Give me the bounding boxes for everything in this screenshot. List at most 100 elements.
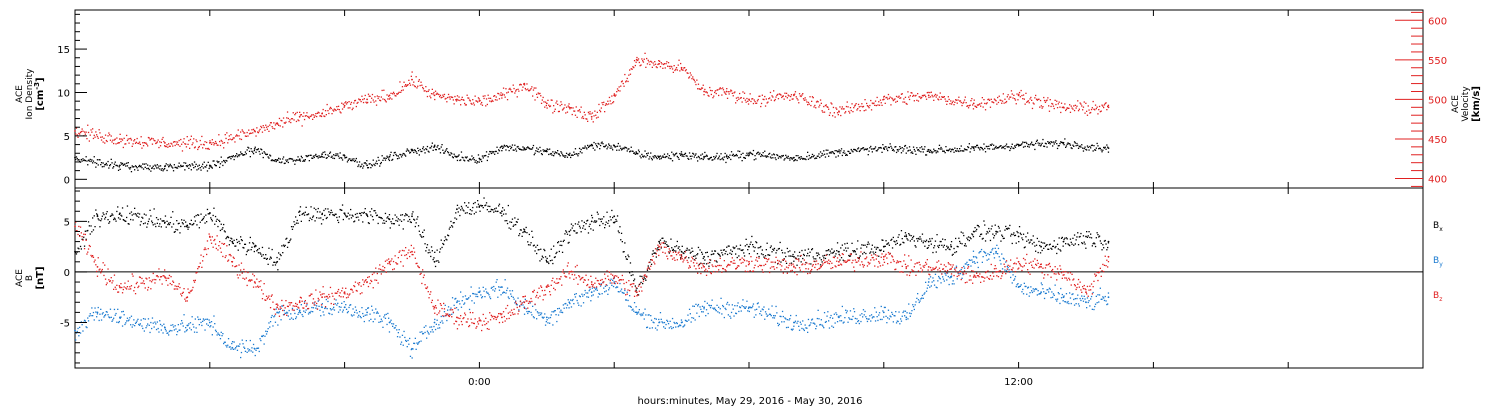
data-dot <box>595 145 598 147</box>
data-dot <box>471 155 473 157</box>
data-dot <box>663 321 666 324</box>
data-dot <box>596 146 598 148</box>
data-dot <box>854 251 856 253</box>
data-dot <box>709 89 712 92</box>
data-dot <box>146 143 148 145</box>
data-dot <box>688 319 690 321</box>
data-dot <box>677 326 679 328</box>
data-dot <box>635 289 637 291</box>
data-dot <box>419 331 421 333</box>
data-dot <box>259 153 261 155</box>
data-dot <box>130 315 133 317</box>
data-dot <box>663 156 665 158</box>
data-dot <box>705 154 708 156</box>
data-dot <box>1052 103 1054 105</box>
data-dot <box>529 148 531 150</box>
data-dot <box>393 223 395 225</box>
data-dot <box>430 97 432 99</box>
data-dot <box>1100 149 1102 151</box>
data-dot <box>646 326 649 328</box>
data-dot <box>454 155 456 157</box>
data-point <box>433 145 436 148</box>
data-dot <box>152 322 154 324</box>
data-dot <box>948 98 950 101</box>
data-dot <box>554 256 556 258</box>
data-dot <box>625 258 628 260</box>
data-dot <box>358 161 361 163</box>
data-dot <box>839 106 841 108</box>
data-dot <box>543 150 545 153</box>
data-dot <box>1102 105 1104 107</box>
data-dot <box>717 311 719 313</box>
data-dot <box>254 131 256 133</box>
data-dot <box>1005 225 1007 228</box>
data-dot <box>340 209 342 211</box>
data-dot <box>464 160 466 162</box>
data-dot <box>667 65 669 67</box>
data-dot <box>671 327 673 330</box>
data-dot <box>887 146 890 148</box>
data-dot <box>901 238 903 240</box>
data-dot <box>201 219 203 221</box>
data-dot <box>404 336 406 339</box>
data-dot <box>892 99 894 102</box>
data-dot <box>936 94 938 96</box>
data-dot <box>929 240 932 242</box>
data-dot <box>652 250 654 252</box>
data-dot <box>181 320 183 322</box>
data-dot <box>942 96 944 98</box>
data-dot <box>202 147 204 149</box>
data-dot <box>682 154 684 156</box>
data-dot <box>101 136 103 138</box>
data-dot <box>150 138 152 140</box>
data-dot <box>857 240 859 242</box>
data-dot <box>233 137 235 139</box>
data-dot <box>699 88 701 90</box>
data-dot <box>877 148 879 151</box>
data-dot <box>220 331 222 333</box>
data-dot <box>469 295 471 297</box>
data-dot <box>870 248 873 250</box>
data-dot <box>192 142 194 144</box>
data-dot <box>517 218 519 220</box>
data-dot <box>934 150 937 152</box>
data-dot <box>392 218 394 220</box>
data-dot <box>163 168 165 171</box>
data-dot <box>1059 106 1061 108</box>
data-dot <box>220 139 222 142</box>
data-dot <box>541 316 543 318</box>
data-dot <box>997 101 1000 104</box>
data-dot <box>957 150 959 152</box>
data-dot <box>377 312 379 314</box>
data-dot <box>335 299 337 301</box>
data-dot <box>388 317 390 319</box>
data-dot <box>293 221 295 223</box>
data-dot <box>393 152 395 154</box>
data-dot <box>465 104 467 106</box>
data-dot <box>838 149 840 151</box>
data-dot <box>745 238 747 240</box>
data-dot <box>778 247 780 250</box>
data-dot <box>537 148 539 150</box>
data-dot <box>1035 250 1037 252</box>
data-point <box>96 215 99 218</box>
data-dot <box>825 104 827 106</box>
data-dot <box>594 220 596 222</box>
data-dot <box>103 165 105 168</box>
data-dot <box>798 157 800 159</box>
data-dot <box>709 86 711 89</box>
data-dot <box>402 152 404 155</box>
data-dot <box>215 165 217 167</box>
data-dot <box>582 147 585 149</box>
data-dot <box>852 111 854 113</box>
data-dot <box>544 249 546 252</box>
data-dot <box>447 309 449 311</box>
data-dot <box>823 111 826 113</box>
data-dot <box>344 213 346 216</box>
data-dot <box>485 105 487 107</box>
data-dot <box>341 209 343 211</box>
data-dot <box>200 213 202 215</box>
data-dot <box>807 331 809 333</box>
data-dot <box>567 242 569 244</box>
data-dot <box>1002 147 1004 149</box>
